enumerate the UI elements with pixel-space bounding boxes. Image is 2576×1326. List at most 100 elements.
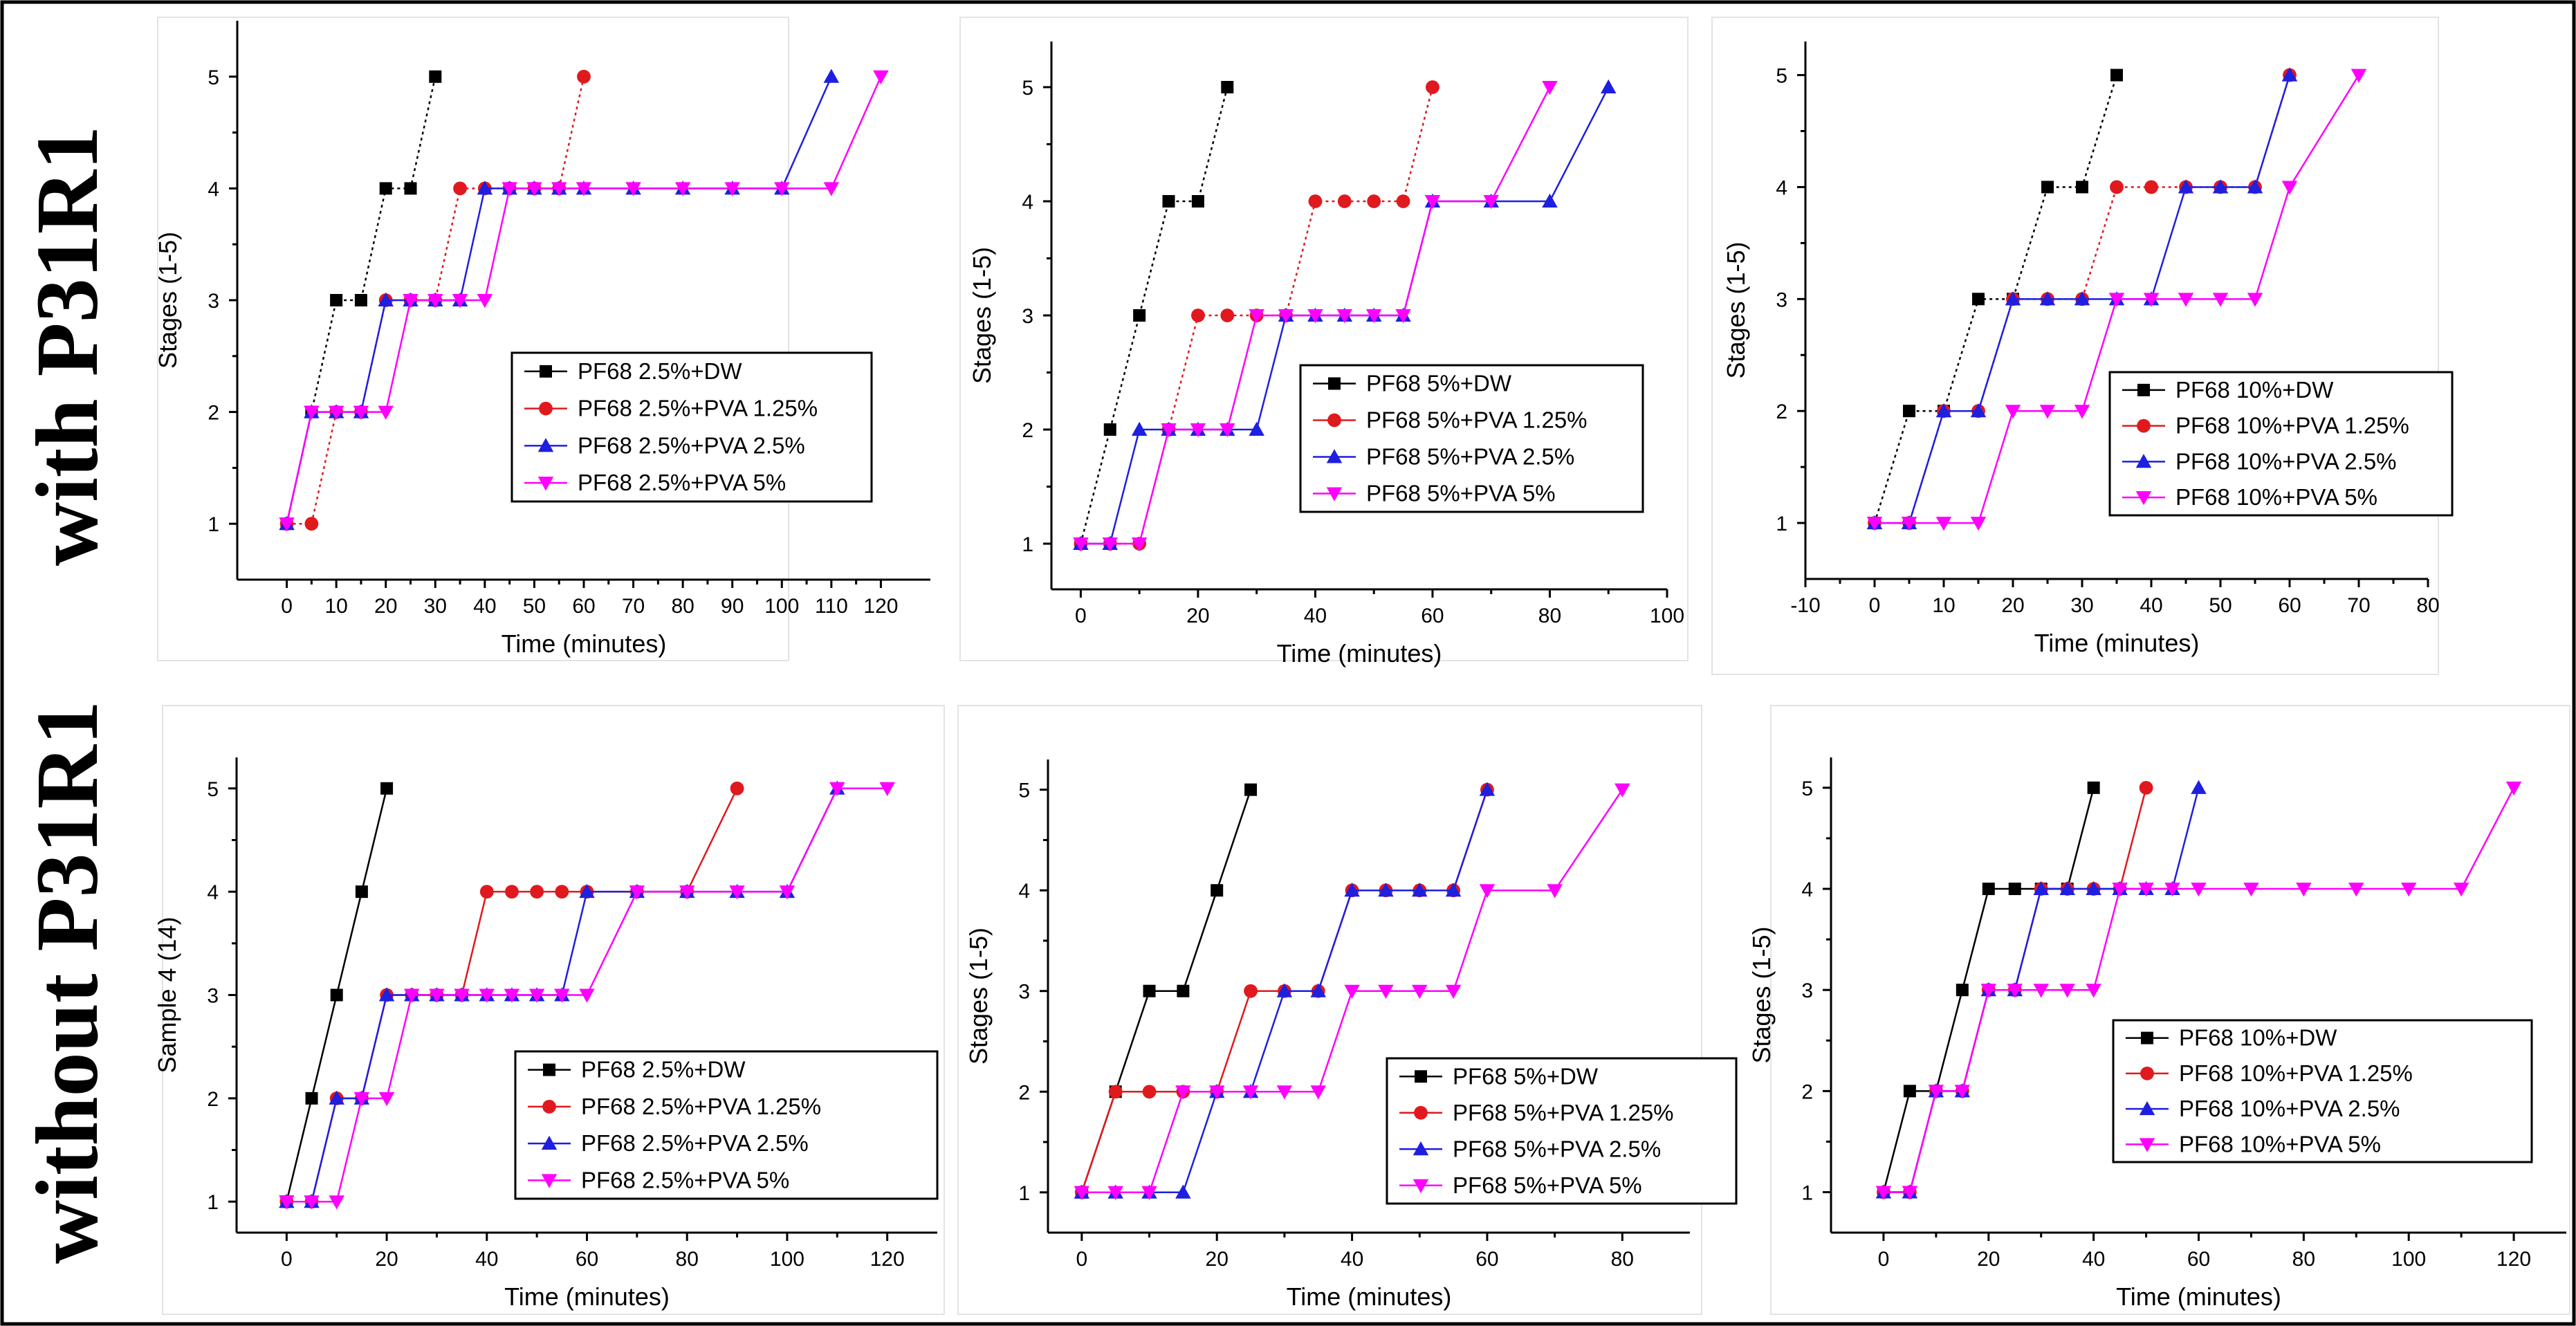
x-tick-label: 80	[1538, 605, 1561, 627]
legend-label: PF68 5%+PVA 1.25%	[1366, 407, 1588, 433]
legend-marker	[1326, 487, 1343, 501]
data-point	[1190, 423, 1206, 438]
panel-frame	[162, 705, 945, 1315]
legend-label: PF68 5%+PVA 2.5%	[1453, 1136, 1661, 1161]
data-point	[1175, 1184, 1191, 1199]
series-4	[279, 70, 889, 532]
legend-label: PF68 5%+PVA 5%	[1366, 481, 1556, 506]
data-point	[576, 182, 592, 196]
data-point	[555, 885, 569, 899]
x-tick-label: 30	[424, 595, 447, 618]
data-point	[2008, 883, 2021, 896]
data-point	[2086, 984, 2101, 998]
legend: PF68 10%+DW PF68 10%+PVA 1.25% PF68 10%+PV…	[2108, 371, 2454, 517]
data-point	[679, 885, 695, 900]
legend-item: PF68 10%+PVA 1.25%	[2122, 413, 2409, 439]
legend-marker	[2137, 418, 2151, 433]
data-point	[1249, 309, 1264, 324]
data-point	[279, 517, 295, 532]
panel-frame	[1711, 17, 2439, 675]
data-point	[1107, 1186, 1123, 1201]
data-point	[304, 517, 319, 531]
x-tick-label: 20	[1186, 605, 1209, 627]
y-tick-label: 4	[1801, 878, 1813, 901]
legend-item: PF68 10%+PVA 1.25%	[2126, 1060, 2413, 1086]
x-tick-label: 80	[671, 595, 694, 618]
data-point	[2350, 68, 2367, 83]
data-point	[1972, 293, 1985, 306]
data-point	[1982, 883, 1995, 896]
data-point	[330, 988, 343, 1002]
data-point	[353, 405, 369, 420]
y-tick-label: 1	[208, 513, 219, 536]
data-point	[2076, 181, 2088, 194]
data-point	[1276, 1085, 1293, 1100]
legend-item: PF68 10%+DW	[2126, 1025, 2337, 1051]
data-point	[1424, 195, 1441, 210]
data-point	[380, 782, 394, 795]
x-tick-label: 20	[375, 1248, 398, 1271]
legend-box	[514, 1050, 939, 1200]
legend-marker	[1327, 413, 1341, 427]
data-point	[477, 294, 493, 309]
y-axis-title: Stages (1-5)	[964, 928, 993, 1065]
data-point	[1396, 194, 1410, 208]
data-point	[1175, 1085, 1191, 1100]
legend-item: PF68 10%+PVA 2.5%	[2126, 1096, 2400, 1121]
legend-label: PF68 10%+PVA 5%	[2179, 1131, 2381, 1157]
y-tick-label: 5	[1018, 780, 1030, 802]
data-point	[429, 988, 445, 1003]
legend-box	[2108, 371, 2454, 517]
data-point	[355, 885, 368, 899]
legend-item: PF68 2.5%+DW	[528, 1057, 746, 1083]
data-point	[1244, 984, 1258, 998]
data-point	[1600, 79, 1617, 93]
data-point	[1220, 423, 1235, 438]
y-axis-title: Stages (1-5)	[154, 232, 182, 369]
data-point	[2033, 881, 2049, 896]
x-tick-label: 120	[863, 595, 898, 618]
data-point	[1131, 537, 1148, 552]
panel-background	[1771, 706, 2570, 1314]
data-point	[328, 405, 344, 420]
data-point	[1131, 421, 1148, 436]
x-tick-label: 10	[324, 595, 347, 618]
data-point	[1242, 1085, 1259, 1100]
data-point	[2296, 883, 2312, 897]
data-point	[2087, 781, 2100, 794]
x-tick-label: 30	[2070, 594, 2093, 617]
data-point	[2074, 291, 2090, 306]
data-point	[1614, 783, 1630, 798]
x-tick-label: 80	[676, 1248, 699, 1271]
data-point	[1221, 81, 1234, 93]
legend-item: PF68 10%+PVA 5%	[2122, 484, 2377, 510]
legend-item: PF68 2.5%+PVA 2.5%	[524, 432, 805, 458]
data-point	[1954, 1085, 1971, 1099]
x-tick-label: 40	[475, 1248, 498, 1271]
legend-marker	[2141, 1031, 2153, 1044]
data-point	[2033, 984, 2049, 998]
x-tick-label: 20	[1977, 1248, 2000, 1271]
data-point	[505, 885, 519, 899]
y-tick-label: 1	[207, 1191, 219, 1214]
data-point	[453, 181, 467, 196]
x-tick-label: 70	[2347, 594, 2370, 617]
data-point	[1378, 984, 1394, 999]
data-point	[2178, 293, 2194, 307]
x-tick-label: 10	[1932, 594, 1955, 617]
data-point	[1980, 984, 1997, 998]
data-point	[1108, 1085, 1123, 1099]
data-point	[2039, 405, 2056, 419]
data-point	[1307, 309, 1323, 324]
data-point	[1249, 421, 1264, 436]
legend-label: PF68 2.5%+PVA 5%	[578, 470, 786, 495]
legend-item: PF68 2.5%+PVA 5%	[528, 1167, 789, 1193]
legend-box	[510, 351, 873, 503]
legend-marker	[541, 1174, 558, 1188]
chart-panel-3: -10 0 10 20 30 40 50 60 70 80 1 2 3 4 5 Time (minutes) S…	[1711, 17, 2454, 675]
data-point	[2178, 179, 2194, 194]
panel-frame	[957, 705, 1702, 1315]
panel-background	[163, 706, 944, 1314]
data-point	[1412, 984, 1428, 999]
data-point	[1308, 194, 1323, 208]
